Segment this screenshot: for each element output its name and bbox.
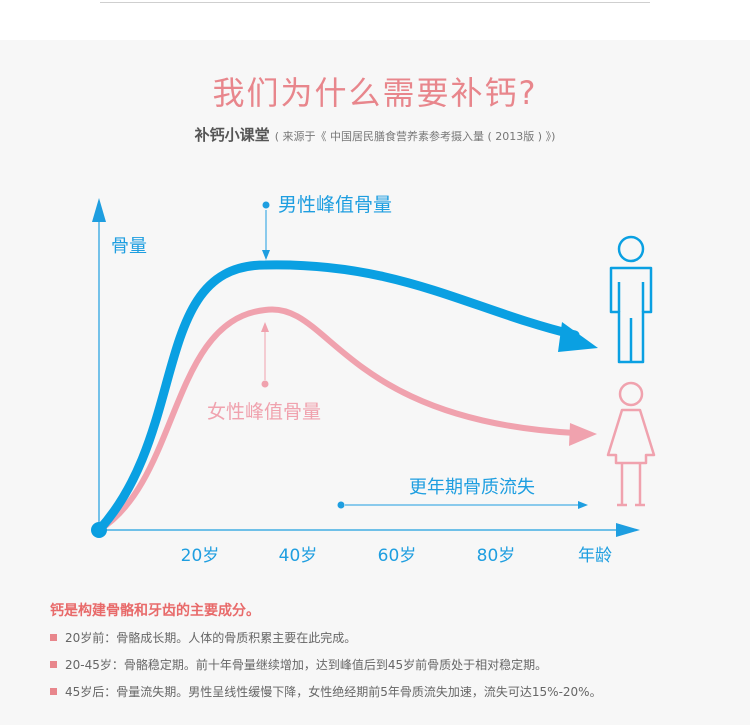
bone-mass-chart: 男性峰值骨量 女性峰值骨量 骨量 更年期骨质流失 20岁 40岁 60岁 80岁… (91, 194, 656, 566)
female-curve-arrowhead (569, 423, 597, 446)
male-peak-marker (262, 201, 270, 209)
list-item: 20岁前：骨骼成长期。人体的骨质积累主要在此完成。 (50, 629, 740, 647)
note-text: 45岁后：骨量流失期。男性呈线性缓慢下降，女性绝经期前5年骨质流失加速，流失可达… (65, 685, 602, 699)
y-axis-label: 骨量 (111, 236, 147, 257)
x-tick-label: 60岁 (378, 546, 417, 566)
male-peak-label: 男性峰值骨量 (278, 194, 392, 216)
content-panel (0, 40, 750, 725)
female-peak-marker (261, 380, 269, 388)
x-axis-label: 年龄 (578, 546, 612, 566)
male-curve (94, 260, 580, 535)
menopause-marker (337, 501, 345, 509)
bullet-square-icon (50, 661, 57, 668)
bullet-square-icon (50, 688, 57, 695)
x-axis-arrow (616, 523, 640, 537)
female-peak-pointer-head (261, 322, 269, 332)
female-peak-label: 女性峰值骨量 (207, 401, 321, 423)
subtitle: 补钙小课堂 ( 来源于《 中国居民膳食营养素参考摄入量 ( 2013版 ) 》) (0, 124, 750, 145)
notes-heading: 钙是构建骨骼和牙齿的主要成分。 (50, 603, 260, 619)
male-curve-arrowhead (558, 322, 598, 352)
y-axis-arrow (92, 198, 106, 222)
bullet-square-icon (50, 634, 57, 641)
subtitle-main: 补钙小课堂 (194, 126, 270, 144)
top-divider (100, 2, 650, 3)
female-curve (96, 306, 578, 533)
note-text: 20-45岁：骨骼稳定期。前十年骨量继续增加，达到峰值后到45岁前骨质处于相对稳… (65, 658, 548, 672)
x-tick-label: 40岁 (279, 546, 318, 566)
menopause-pointer-head (578, 501, 588, 509)
male-peak-pointer-head (262, 250, 270, 260)
subtitle-source: ( 来源于《 中国居民膳食营养素参考摄入量 ( 2013版 ) 》) (274, 130, 556, 143)
list-item: 20-45岁：骨骼稳定期。前十年骨量继续增加，达到峰值后到45岁前骨质处于相对稳… (50, 656, 740, 674)
menopause-annotation: 更年期骨质流失 (409, 477, 535, 498)
list-item: 45岁后：骨量流失期。男性呈线性缓慢下降，女性绝经期前5年骨质流失加速，流失可达… (50, 683, 740, 701)
page-title: 我们为什么需要补钙? (212, 74, 538, 112)
x-tick-label: 20岁 (181, 546, 220, 566)
x-tick-label: 80岁 (477, 546, 516, 566)
male-figure-icon (609, 235, 653, 364)
female-figure-icon (606, 381, 656, 507)
calcium-notes: 钙是构建骨骼和牙齿的主要成分。 20岁前：骨骼成长期。人体的骨质积累主要在此完成… (50, 600, 740, 710)
note-text: 20岁前：骨骼成长期。人体的骨质积累主要在此完成。 (65, 631, 357, 645)
